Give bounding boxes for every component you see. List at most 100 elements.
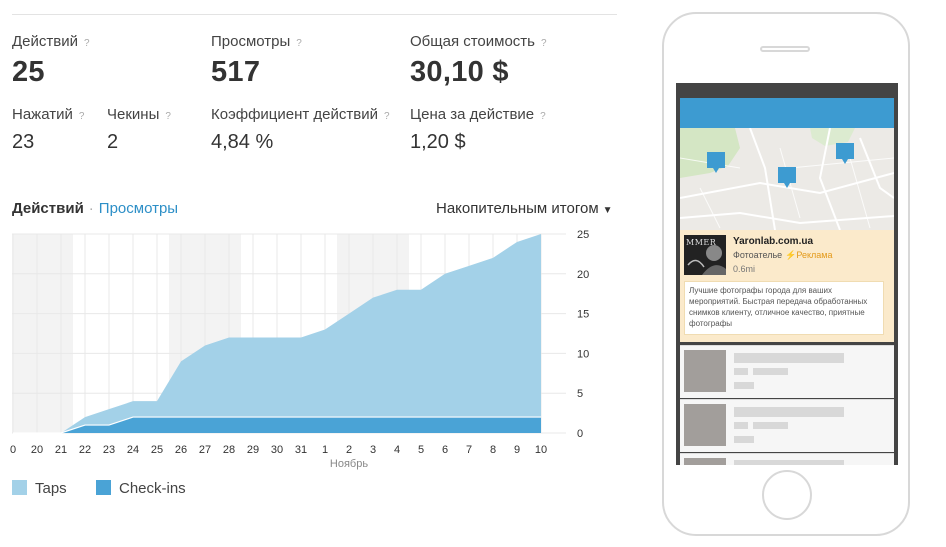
help-icon[interactable]: ? xyxy=(78,111,85,122)
x-tick-label: 5 xyxy=(418,444,424,456)
tab-views[interactable]: Просмотры xyxy=(98,200,179,217)
help-icon[interactable]: ? xyxy=(165,111,171,122)
x-tick-label: 21 xyxy=(55,444,67,456)
legend-swatch xyxy=(12,480,27,495)
ad-distance: 0.6mi xyxy=(733,264,756,274)
ad-description: Лучшие фотографы города для ваших меропр… xyxy=(684,281,884,335)
photographer-image xyxy=(687,245,726,275)
map-graphic xyxy=(680,128,894,230)
help-icon[interactable]: ? xyxy=(384,111,390,122)
y-tick-label: 20 xyxy=(577,269,589,281)
x-tick-label: 25 xyxy=(151,444,163,456)
ad-badge: ⚡Реклама xyxy=(785,250,833,260)
map-pin-tip xyxy=(842,159,848,164)
cost-per-action-label: Цена за действие? xyxy=(410,106,546,123)
x-tick-label: 7 xyxy=(466,444,472,456)
map-pin-icon xyxy=(707,152,725,168)
placeholder-thumbnail xyxy=(684,458,726,465)
legend-swatch xyxy=(96,480,111,495)
phone-home-button xyxy=(762,470,812,520)
views-label: Просмотры? xyxy=(211,33,302,50)
cumulative-dropdown[interactable]: Накопительным итогом ▼ xyxy=(436,200,613,217)
map-pin-tip xyxy=(713,168,719,173)
map-pin-icon xyxy=(778,167,796,183)
series-boundary-line xyxy=(13,416,541,434)
legend-checkins[interactable]: Check-ins xyxy=(96,480,186,497)
placeholder-line xyxy=(734,353,844,363)
x-tick-label: 4 xyxy=(394,444,400,456)
action-rate-value: 4,84 % xyxy=(211,131,274,153)
placeholder-line xyxy=(734,407,844,417)
taps-label: Нажатий? xyxy=(12,106,85,123)
x-tick-label: 28 xyxy=(223,444,235,456)
x-tick-label: 1 xyxy=(322,444,328,456)
ad-thumbnail: MMER xyxy=(684,235,726,275)
x-tick-label: 9 xyxy=(514,444,520,456)
x-tick-label: 0 xyxy=(10,444,16,456)
placeholder-thumbnail xyxy=(684,350,726,392)
x-tick-label: 22 xyxy=(79,444,91,456)
x-tick-label: 30 xyxy=(271,444,283,456)
x-sublabel: Ноябрь xyxy=(330,458,368,470)
series-area-taps xyxy=(13,234,541,433)
x-tick-label: 8 xyxy=(490,444,496,456)
total-cost-label: Общая стоимость? xyxy=(410,33,547,50)
checkins-value: 2 xyxy=(107,131,119,153)
map-road xyxy=(680,211,894,225)
map-road xyxy=(818,128,841,230)
ad-title: Yaronlab.com.ua xyxy=(733,236,814,247)
series-area-checkins xyxy=(13,417,541,433)
y-tick-label: 25 xyxy=(577,229,589,241)
legend-label: Check-ins xyxy=(119,480,186,497)
placeholder-line xyxy=(734,460,844,465)
list-item-placeholder xyxy=(680,399,894,452)
x-tick-label: 6 xyxy=(442,444,448,456)
placeholder-line xyxy=(734,382,754,389)
checkins-label: Чекины? xyxy=(107,106,171,123)
chart-tabs: Действий · Просмотры xyxy=(12,200,178,217)
map-park xyxy=(810,128,855,146)
action-rate-label: Коэффициент действий? xyxy=(211,106,390,123)
tab-actions[interactable]: Действий xyxy=(12,200,84,217)
x-tick-label: 10 xyxy=(535,444,547,456)
tab-separator: · xyxy=(88,200,94,217)
y-tick-label: 5 xyxy=(577,388,583,400)
x-tick-label: 3 xyxy=(370,444,376,456)
x-tick-label: 26 xyxy=(175,444,187,456)
actions-label: Действий? xyxy=(12,33,90,50)
caret-down-icon: ▼ xyxy=(602,205,613,216)
placeholder-line xyxy=(753,368,788,375)
weekend-band xyxy=(12,234,73,433)
x-tick-label: 2 xyxy=(346,444,352,456)
actions-value: 25 xyxy=(12,56,45,88)
help-icon[interactable]: ? xyxy=(540,111,546,122)
status-bar xyxy=(676,83,898,98)
x-tick-label: 29 xyxy=(247,444,259,456)
x-tick-label: 27 xyxy=(199,444,211,456)
top-divider xyxy=(12,14,617,15)
ad-card[interactable]: MMER Yaronlab.com.ua Фотоателье ⚡Реклама … xyxy=(680,230,894,342)
help-icon[interactable]: ? xyxy=(296,38,302,49)
y-tick-label: 15 xyxy=(577,309,589,321)
map-road xyxy=(859,137,894,199)
x-tick-label: 31 xyxy=(295,444,307,456)
map-pin-tip xyxy=(784,183,790,188)
y-tick-label: 10 xyxy=(577,348,589,360)
map-pin-icon xyxy=(836,143,854,159)
placeholder-line xyxy=(734,422,748,429)
help-icon[interactable]: ? xyxy=(83,38,90,49)
total-cost-value: 30,10 $ xyxy=(410,56,509,88)
y-tick-label: 0 xyxy=(577,428,583,440)
app-nav-bar xyxy=(680,98,894,128)
cumulative-label: Накопительным итогом xyxy=(436,200,599,217)
legend-taps[interactable]: Taps xyxy=(12,480,67,497)
list-item-placeholder xyxy=(680,453,894,465)
help-icon[interactable]: ? xyxy=(541,38,547,49)
cost-per-action-value: 1,20 $ xyxy=(410,131,466,153)
ad-category: Фотоателье ⚡Реклама xyxy=(733,250,833,260)
x-tick-label: 20 xyxy=(31,444,43,456)
taps-value: 23 xyxy=(12,131,35,153)
views-value: 517 xyxy=(211,56,261,88)
placeholder-line xyxy=(753,422,788,429)
